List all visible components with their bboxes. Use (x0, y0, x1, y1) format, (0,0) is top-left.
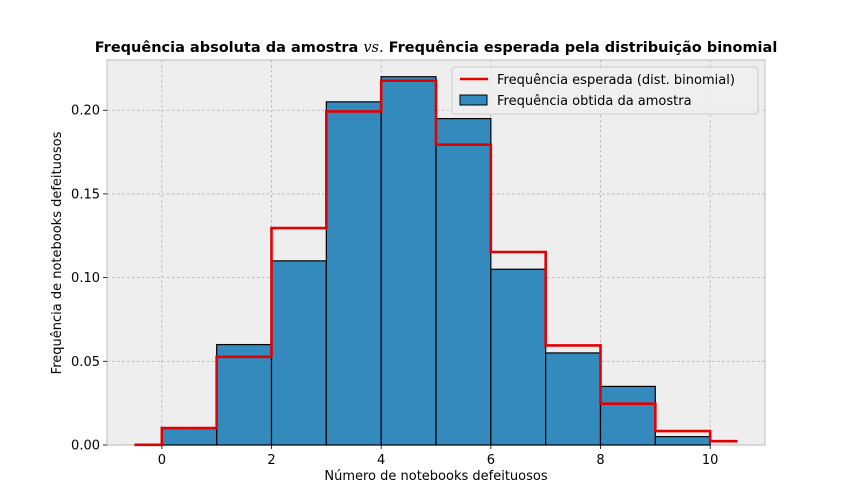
x-tick-label: 2 (267, 453, 275, 468)
y-tick-label: 0.20 (71, 104, 100, 119)
y-tick-label: 0.15 (71, 187, 100, 202)
legend-expected-label: Frequência esperada (dist. binomial) (497, 73, 735, 88)
chart-title-vs: vs. (363, 40, 383, 56)
x-tick-label: 6 (487, 453, 495, 468)
bar (599, 385, 656, 446)
bar (161, 427, 218, 446)
x-axis-label: Número de notebooks defeituosos (324, 469, 547, 484)
legend: Frequência esperada (dist. binomial) Fre… (451, 66, 759, 115)
bar (270, 260, 327, 446)
legend-bars-label: Frequência obtida da amostra (497, 94, 692, 109)
bar (490, 268, 547, 446)
x-tick-label: 10 (702, 453, 719, 468)
legend-bars-swatch (459, 94, 488, 106)
x-tick-label: 8 (596, 453, 604, 468)
y-tick-label: 0.00 (71, 439, 100, 454)
y-axis-label: Frequência de notebooks defeituosos (50, 131, 65, 374)
x-tick-label: 0 (158, 453, 166, 468)
expected-frequency-line (134, 79, 738, 447)
expected-step-line (134, 79, 738, 447)
chart-title-part-2: Frequência esperada pela distribuição bi… (384, 40, 778, 56)
bar (545, 352, 602, 446)
bar (216, 343, 273, 446)
bar (654, 436, 711, 446)
bar (380, 76, 437, 446)
x-tick-label: 4 (377, 453, 385, 468)
histogram-bars (161, 76, 711, 446)
chart-title: Frequência absoluta da amostra vs. Frequ… (95, 40, 778, 56)
y-tick-label: 0.05 (71, 355, 100, 370)
legend-box (451, 66, 759, 115)
chart-title-part-1: Frequência absoluta da amostra (95, 40, 364, 56)
bar (325, 101, 382, 446)
bar (435, 117, 492, 446)
y-tick-label: 0.10 (71, 271, 100, 286)
axis-ticks: 0 2 4 6 8 10 0.00 0.05 0.10 0.15 0.20 (71, 104, 718, 468)
